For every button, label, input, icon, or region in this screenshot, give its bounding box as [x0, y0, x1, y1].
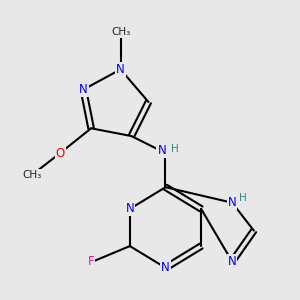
- Text: F: F: [88, 255, 94, 268]
- Text: N: N: [158, 144, 166, 157]
- Text: N: N: [228, 255, 236, 268]
- Text: N: N: [116, 63, 125, 76]
- Text: CH₃: CH₃: [22, 170, 42, 180]
- Text: N: N: [79, 83, 88, 96]
- Text: H: H: [239, 193, 247, 203]
- Text: N: N: [161, 261, 170, 274]
- Text: O: O: [56, 147, 65, 160]
- Text: N: N: [125, 202, 134, 215]
- Text: H: H: [171, 144, 179, 154]
- Text: N: N: [228, 196, 236, 209]
- Text: CH₃: CH₃: [111, 27, 130, 37]
